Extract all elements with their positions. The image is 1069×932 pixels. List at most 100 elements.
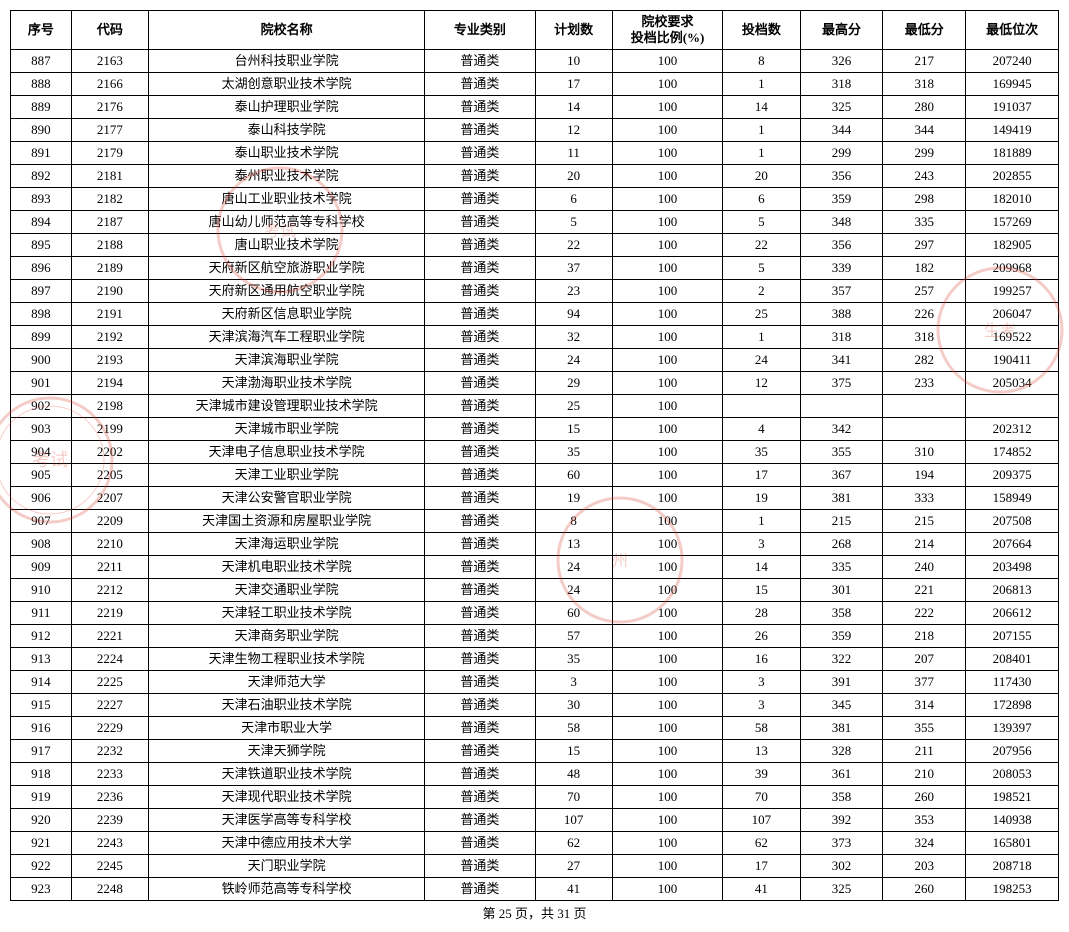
cell-seq: 898 — [11, 303, 72, 326]
cell-code: 2205 — [71, 464, 148, 487]
cell-name: 天津石油职业技术学院 — [149, 694, 425, 717]
cell-code: 2229 — [71, 717, 148, 740]
cell-seq: 918 — [11, 763, 72, 786]
cell-name: 天津渤海职业技术学院 — [149, 372, 425, 395]
cell-rank: 191037 — [966, 96, 1059, 119]
cell-plan: 27 — [535, 855, 612, 878]
cell-name: 天津市职业大学 — [149, 717, 425, 740]
cell-name: 天津工业职业学院 — [149, 464, 425, 487]
cell-toudang: 15 — [723, 579, 800, 602]
cell-name: 泰山职业技术学院 — [149, 142, 425, 165]
cell-plan: 35 — [535, 648, 612, 671]
cell-seq: 896 — [11, 257, 72, 280]
cell-name: 天津轻工职业技术学院 — [149, 602, 425, 625]
cell-plan: 60 — [535, 602, 612, 625]
cell-plan: 57 — [535, 625, 612, 648]
table-row: 8932182唐山工业职业技术学院普通类61006359298182010 — [11, 188, 1059, 211]
cell-seq: 889 — [11, 96, 72, 119]
cell-cat: 普通类 — [425, 740, 535, 763]
cell-ratio: 100 — [612, 303, 722, 326]
cell-cat: 普通类 — [425, 832, 535, 855]
cell-seq: 923 — [11, 878, 72, 901]
cell-cat: 普通类 — [425, 809, 535, 832]
cell-min: 377 — [883, 671, 966, 694]
cell-max: 344 — [800, 119, 883, 142]
cell-seq: 903 — [11, 418, 72, 441]
table-row: 9212243天津中德应用技术大学普通类6210062373324165801 — [11, 832, 1059, 855]
cell-cat: 普通类 — [425, 234, 535, 257]
cell-code: 2199 — [71, 418, 148, 441]
cell-min: 217 — [883, 50, 966, 73]
cell-rank: 182010 — [966, 188, 1059, 211]
cell-min: 240 — [883, 556, 966, 579]
cell-max: 381 — [800, 717, 883, 740]
cell-name: 天津天狮学院 — [149, 740, 425, 763]
cell-code: 2191 — [71, 303, 148, 326]
cell-name: 天津滨海汽车工程职业学院 — [149, 326, 425, 349]
cell-toudang: 1 — [723, 73, 800, 96]
page-wrap: 考试 考试 州 生考 序号代码院校名称专业类别计划数院校要求投档比例(%)投档数… — [10, 10, 1059, 922]
cell-code: 2211 — [71, 556, 148, 579]
cell-plan: 70 — [535, 786, 612, 809]
cell-cat: 普通类 — [425, 510, 535, 533]
cell-name: 天府新区信息职业学院 — [149, 303, 425, 326]
cell-max: 328 — [800, 740, 883, 763]
col-toudang: 投档数 — [723, 11, 800, 50]
cell-code: 2248 — [71, 878, 148, 901]
cell-rank: 190411 — [966, 349, 1059, 372]
cell-min: 318 — [883, 73, 966, 96]
cell-toudang: 3 — [723, 694, 800, 717]
table-row: 9052205天津工业职业学院普通类6010017367194209375 — [11, 464, 1059, 487]
cell-min: 211 — [883, 740, 966, 763]
cell-max: 357 — [800, 280, 883, 303]
cell-max: 361 — [800, 763, 883, 786]
cell-max: 339 — [800, 257, 883, 280]
cell-rank: 208718 — [966, 855, 1059, 878]
table-row: 9122221天津商务职业学院普通类5710026359218207155 — [11, 625, 1059, 648]
table-row: 8972190天府新区通用航空职业学院普通类231002357257199257 — [11, 280, 1059, 303]
cell-seq: 906 — [11, 487, 72, 510]
cell-plan: 32 — [535, 326, 612, 349]
cell-max: 345 — [800, 694, 883, 717]
cell-name: 泰州职业技术学院 — [149, 165, 425, 188]
cell-code: 2176 — [71, 96, 148, 119]
cell-seq: 907 — [11, 510, 72, 533]
cell-plan: 60 — [535, 464, 612, 487]
cell-plan: 10 — [535, 50, 612, 73]
cell-seq: 911 — [11, 602, 72, 625]
cell-rank: 209375 — [966, 464, 1059, 487]
table-row: 9092211天津机电职业技术学院普通类2410014335240203498 — [11, 556, 1059, 579]
cell-min: 324 — [883, 832, 966, 855]
cell-plan: 11 — [535, 142, 612, 165]
cell-rank: 208401 — [966, 648, 1059, 671]
cell-plan: 24 — [535, 579, 612, 602]
cell-name: 天津医学高等专科学校 — [149, 809, 425, 832]
cell-code: 2181 — [71, 165, 148, 188]
cell-cat: 普通类 — [425, 786, 535, 809]
cell-seq: 904 — [11, 441, 72, 464]
cell-toudang: 41 — [723, 878, 800, 901]
table-row: 9082210天津海运职业学院普通类131003268214207664 — [11, 533, 1059, 556]
cell-toudang: 1 — [723, 142, 800, 165]
cell-plan: 30 — [535, 694, 612, 717]
col-name: 院校名称 — [149, 11, 425, 50]
cell-toudang: 19 — [723, 487, 800, 510]
cell-seq: 894 — [11, 211, 72, 234]
cell-ratio: 100 — [612, 832, 722, 855]
table-row: 9202239天津医学高等专科学校普通类10710010739235314093… — [11, 809, 1059, 832]
cell-rank: 207240 — [966, 50, 1059, 73]
cell-toudang: 8 — [723, 50, 800, 73]
cell-min: 298 — [883, 188, 966, 211]
cell-plan: 58 — [535, 717, 612, 740]
cell-toudang: 28 — [723, 602, 800, 625]
cell-cat: 普通类 — [425, 303, 535, 326]
cell-plan: 17 — [535, 73, 612, 96]
table-row: 9172232天津天狮学院普通类1510013328211207956 — [11, 740, 1059, 763]
cell-plan: 22 — [535, 234, 612, 257]
cell-code: 2209 — [71, 510, 148, 533]
cell-toudang: 16 — [723, 648, 800, 671]
cell-code: 2187 — [71, 211, 148, 234]
cell-name: 泰山科技学院 — [149, 119, 425, 142]
cell-rank: 149419 — [966, 119, 1059, 142]
table-row: 9042202天津电子信息职业技术学院普通类351003535531017485… — [11, 441, 1059, 464]
